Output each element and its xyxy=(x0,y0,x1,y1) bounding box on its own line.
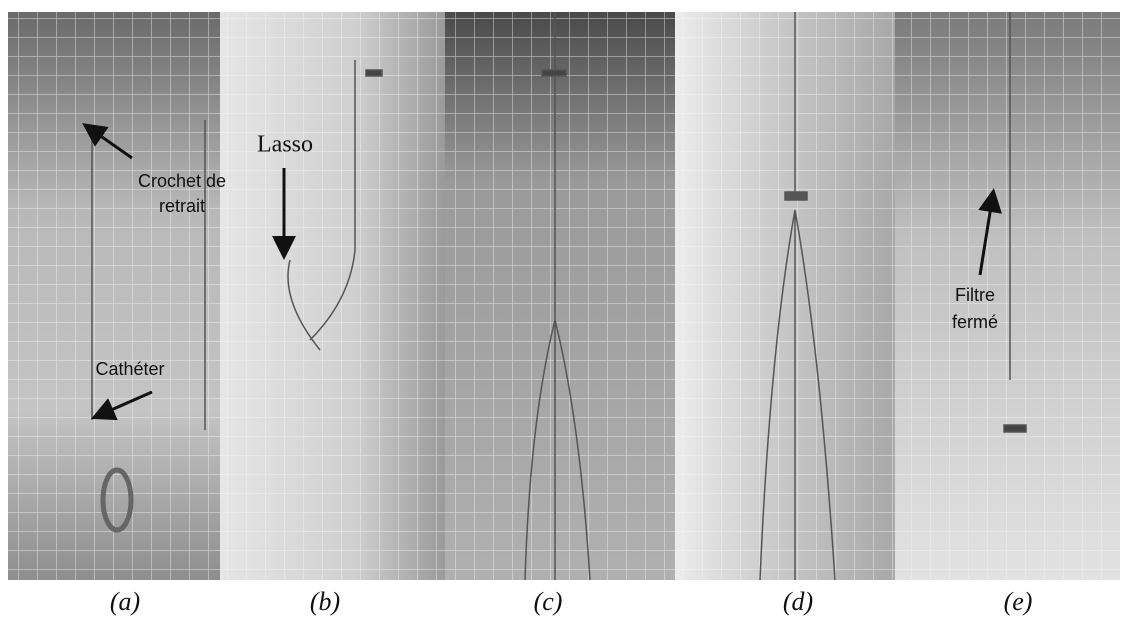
arrow xyxy=(978,188,1002,276)
arrow xyxy=(82,123,133,160)
annotation: retrait xyxy=(159,196,205,216)
photo-panels xyxy=(8,12,1120,580)
devices xyxy=(91,12,1027,581)
tile-grid xyxy=(8,12,1120,580)
panel-label: (d) xyxy=(783,587,813,616)
panel-label: (c) xyxy=(534,587,563,616)
panel-label: (a) xyxy=(110,587,140,616)
annotation: Cathéter xyxy=(95,359,164,379)
annotation: Crochet de xyxy=(138,171,226,191)
annotation: Lasso xyxy=(257,132,313,158)
annotations: Crochet de retrait Cathéter Lasso Filtre… xyxy=(95,132,998,379)
annotation: Filtre xyxy=(955,285,995,305)
arrows xyxy=(82,123,1002,421)
captions: (a) (b) (c) (d) (e) xyxy=(110,587,1033,616)
panel-label: (b) xyxy=(310,587,340,616)
arrow xyxy=(91,390,153,421)
panel-label: (e) xyxy=(1004,587,1033,616)
annotation: fermé xyxy=(952,312,998,332)
